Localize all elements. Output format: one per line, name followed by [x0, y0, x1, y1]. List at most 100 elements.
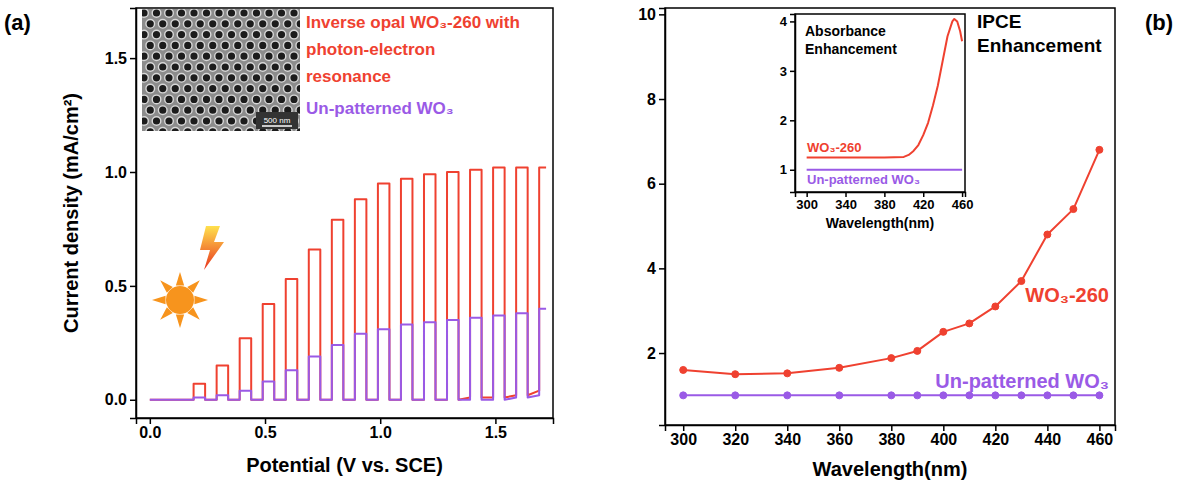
tick-label: 0.0 [139, 424, 161, 441]
sem-pore [265, 95, 274, 104]
x-axis: 0.0 0.5 1.0 1.5 [137, 418, 554, 441]
data-point [784, 370, 791, 377]
plot-frame [795, 14, 965, 192]
tick-label: 2 [780, 113, 787, 128]
sem-pore [258, 84, 267, 93]
sem-pore [277, 52, 286, 61]
sun-ray [176, 272, 184, 286]
sem-pore [233, 84, 242, 93]
sem-pore [202, 95, 211, 104]
tick: 300 [670, 425, 697, 448]
sem-pore [142, 52, 148, 61]
tick-label: 320 [722, 431, 749, 448]
text-line: IPCE [977, 11, 1021, 32]
sem-pore [146, 128, 155, 132]
data-point [1096, 392, 1103, 399]
sem-pore [271, 63, 280, 72]
x-axis-line [666, 426, 1116, 432]
sem-pore [146, 20, 155, 29]
sem-pore [246, 106, 255, 115]
x-axis: 300340380420460 [796, 192, 974, 212]
sem-pore [158, 63, 167, 72]
sem-pore [183, 63, 192, 72]
data-point [1044, 392, 1051, 399]
series-line [150, 167, 546, 399]
tick-mark [891, 425, 893, 431]
text-line: resonance [306, 67, 391, 86]
plot-frame [665, 8, 1115, 425]
sem-pore [183, 20, 192, 29]
sem-pore [177, 9, 186, 17]
tick: 2 [647, 345, 665, 362]
sun-ray [194, 296, 208, 304]
tick: 2 [780, 113, 795, 128]
sem-pore [283, 63, 292, 72]
sem-pore [158, 41, 167, 50]
sem-pore [177, 117, 186, 126]
sem-pore [296, 41, 300, 50]
data-point [914, 392, 921, 399]
tick-label: 0.0 [105, 391, 127, 408]
data-point [784, 392, 791, 399]
sem-pore [240, 9, 249, 17]
tick-mark [659, 99, 665, 101]
sem-pore [271, 20, 280, 29]
sem-pore [252, 9, 261, 17]
sem-pore [152, 9, 161, 17]
sem-pore [142, 95, 148, 104]
data-point [1018, 392, 1025, 399]
tick-label: 1 [780, 162, 787, 177]
sem-pore [227, 9, 236, 17]
sem-pore [171, 41, 180, 50]
sem-pore [227, 30, 236, 39]
sem-pore [158, 84, 167, 93]
sem-pore [221, 128, 230, 132]
tick: 460 [952, 192, 974, 212]
tick-label: 1.0 [105, 164, 127, 181]
y-axis-title: Current density (mA/cm²) [60, 93, 82, 333]
sem-pore [196, 63, 205, 72]
tick-mark [659, 14, 665, 16]
sem-pore [177, 30, 186, 39]
tick: 420 [913, 192, 935, 212]
sun-disc [166, 286, 194, 314]
tick-label: 380 [874, 197, 896, 212]
sem-pore [221, 106, 230, 115]
tick-label: 6 [647, 175, 656, 192]
tick-mark [943, 425, 945, 431]
tick: 4 [780, 14, 795, 29]
tick-label: 1.0 [370, 424, 392, 441]
sem-pore [233, 128, 242, 132]
data-point [992, 392, 999, 399]
tick: 0.5 [254, 418, 276, 441]
sun-icon [152, 272, 208, 328]
tick-mark [659, 268, 665, 270]
sem-pore [277, 30, 286, 39]
sem-pore [233, 20, 242, 29]
sem-pore [171, 84, 180, 93]
tick-label: 0.5 [105, 278, 127, 295]
data-point [836, 364, 843, 371]
sem-pore [283, 84, 292, 93]
sem-pore [146, 84, 155, 93]
text-line: Enhancement [805, 41, 897, 57]
tick: 0.0 [139, 418, 161, 441]
sem-pore [158, 20, 167, 29]
sem-pore [171, 106, 180, 115]
tick-mark [659, 353, 665, 355]
sem-pore [183, 84, 192, 93]
sem-pore [227, 117, 236, 126]
tick: 0.5 [105, 278, 136, 295]
tick-mark [659, 183, 665, 185]
tick: 1.5 [485, 418, 507, 441]
tick-mark [1099, 425, 1101, 431]
sem-pore [177, 95, 186, 104]
sem-pore [196, 128, 205, 132]
sun-ray [152, 296, 166, 304]
data-point [680, 392, 687, 399]
sem-pore [146, 41, 155, 50]
sem-pore [290, 52, 299, 61]
data-point [940, 328, 947, 335]
sem-pore [246, 84, 255, 93]
sem-pore [142, 74, 148, 83]
